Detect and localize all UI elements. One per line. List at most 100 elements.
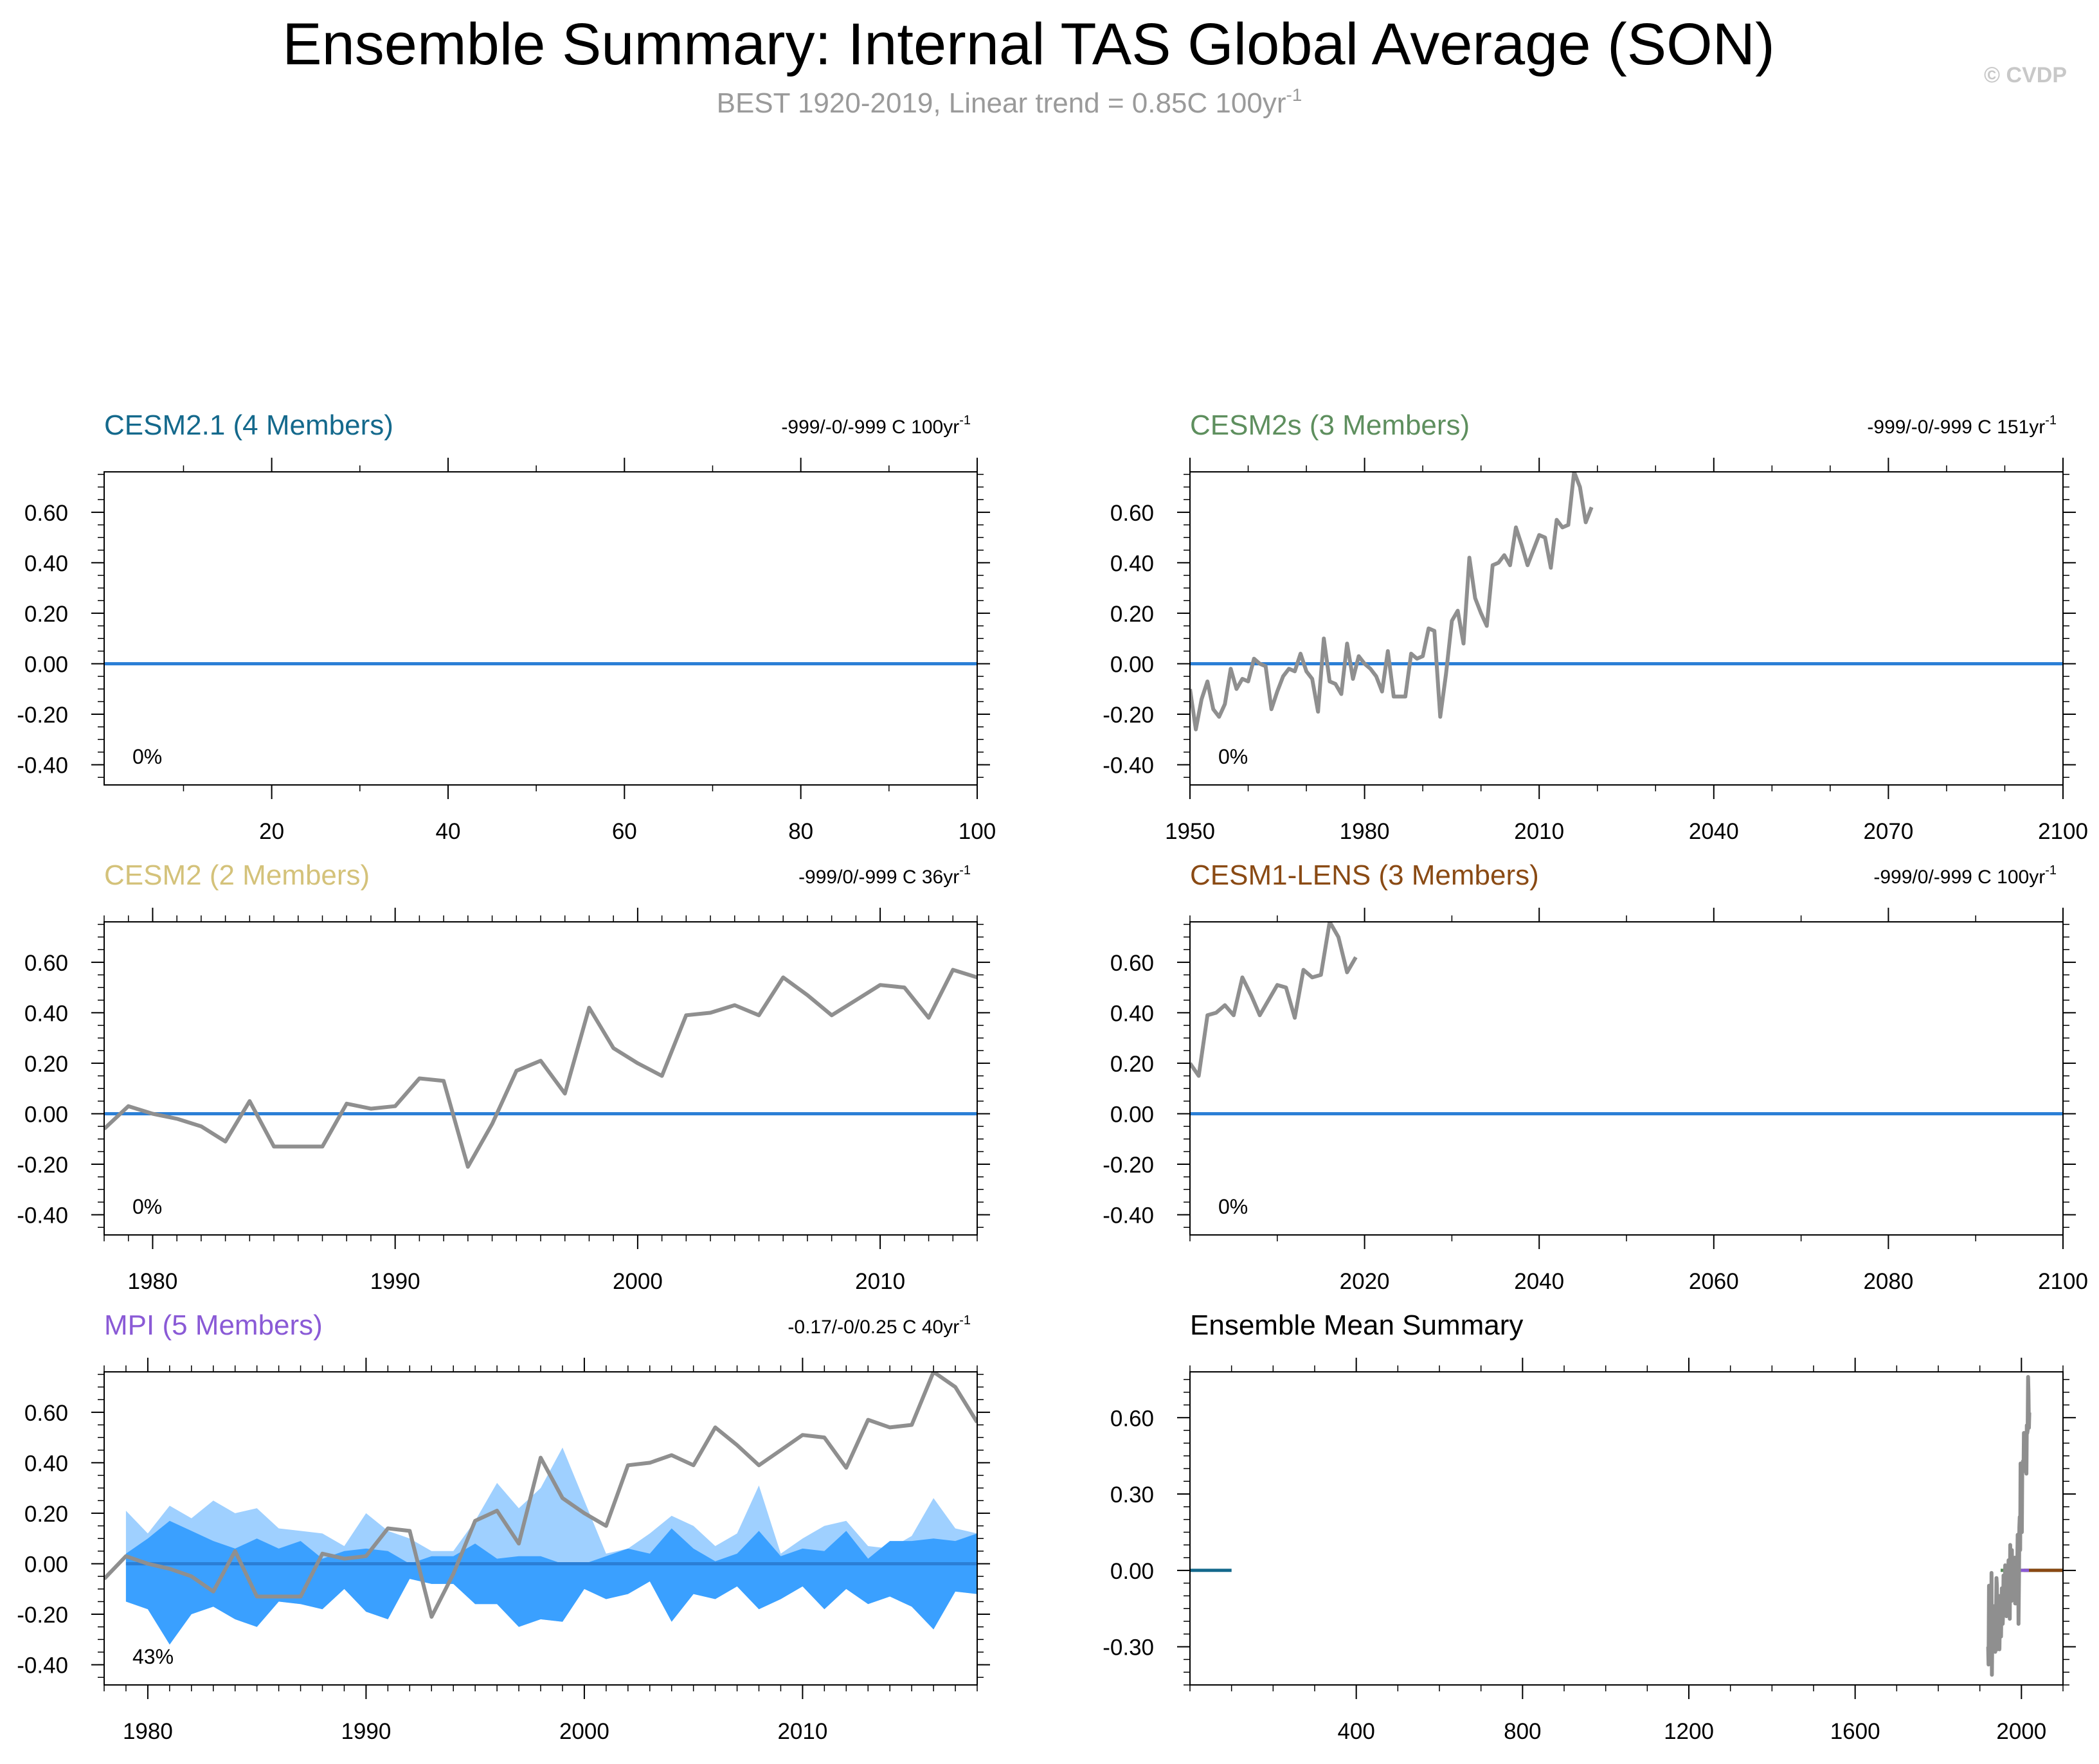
y-tick-label: -0.40 [1103,1203,1154,1228]
y-tick-label: 0.60 [1110,951,1154,976]
y-tick-label: 0.60 [24,951,68,976]
panel-6: Ensemble Mean Summary 0.60 0.30 0.00 -0.30 40… [1103,1310,2076,1744]
x-tick-label: 2040 [1689,819,1739,844]
panel-trend-label: -999/-0/-999 C 100yr-1 [781,413,971,438]
y-tick-label: -0.40 [17,1653,68,1679]
y-tick-label: 0.20 [24,1502,68,1527]
y-tick-label: -0.20 [1103,1153,1154,1178]
x-tick-label: 2000 [613,1269,663,1294]
panel-5: MPI (5 Members) -0.17/-0/0.25 C 40yr-1 0.6… [17,1310,990,1744]
plot-frame [104,471,978,786]
panel-percent-label: 0% [132,745,162,768]
plot-area [1190,922,2063,1115]
figure-subtitle: BEST 1920-2019, Linear trend = 0.85C 100… [717,85,1302,119]
x-tick-label: 2010 [777,1719,827,1744]
panel-trend-label: -999/0/-999 C 36yr-1 [798,863,971,888]
panel-trend-label: -999/-0/-999 C 151yr-1 [1867,413,2057,438]
panel-trend-text: -0.17/-0/0.25 C 40yr [788,1317,959,1338]
panel-percent-label: 0% [1218,1195,1248,1218]
y-tick-label: 0.00 [24,652,68,677]
panel-trend-sup: -1 [2045,863,2057,878]
obs-line [1190,472,1594,732]
spread-inner-band [125,1520,977,1645]
plot-area [1190,1374,2063,1677]
obs-line [104,968,977,1169]
y-tick-label: 0.60 [1110,1406,1154,1431]
y-tick-label: 0.60 [1110,501,1154,526]
x-tick-label: 2060 [1689,1269,1739,1294]
panel-percent-label: 0% [1218,745,1248,768]
y-tick-label: 0.40 [24,1451,68,1476]
panel-title: CESM2.1 (4 Members) [104,410,393,441]
panel-2: CESM2s (3 Members) -999/-0/-999 C 151yr-1… [1103,410,2088,844]
x-tick-label: 1600 [1830,1719,1880,1744]
y-tick-label: 0.40 [24,551,68,576]
y-tick-label: 0.20 [24,602,68,627]
x-tick-label: 2040 [1514,1269,1564,1294]
x-tick-label: 2000 [559,1719,609,1744]
panel-title: CESM2s (3 Members) [1190,410,1470,441]
plot-frame [1189,1371,2064,1686]
obs-line [1190,922,1358,1078]
panel-trend-sup: -1 [959,413,971,428]
x-tick-label: 1980 [128,1269,178,1294]
x-tick-label: 1200 [1664,1719,1714,1744]
panel-title: Ensemble Mean Summary [1190,1310,1523,1341]
y-tick-label: 0.00 [24,1552,68,1577]
panel-trend-text: -999/0/-999 C 100yr [1873,867,2045,888]
y-tick-label: 0.40 [1110,1001,1154,1026]
y-tick-label: -0.40 [1103,753,1154,779]
x-tick-label: 2100 [2038,819,2088,844]
copyright-label: © CVDP [1984,63,2067,87]
x-tick-label: 2010 [1514,819,1564,844]
y-tick-label: 0.40 [1110,551,1154,576]
y-tick-label: 0.20 [1110,1052,1154,1077]
panel-trend-label: -999/0/-999 C 100yr-1 [1873,863,2057,888]
panel-trend-label: -0.17/-0/0.25 C 40yr-1 [788,1313,971,1338]
y-tick-label: 0.00 [1110,1102,1154,1127]
x-tick-label: 20 [259,819,284,844]
panel-3: CESM2 (2 Members) -999/0/-999 C 36yr-1 0.6… [17,860,990,1294]
plot-area [1190,472,2063,732]
plot-area [104,1372,977,1645]
figure-subtitle-sup: -1 [1286,85,1302,105]
plot-area [104,968,977,1169]
plot-frame [104,921,978,1236]
x-tick-label: 1990 [341,1719,391,1744]
panel-4: CESM1-LENS (3 Members) -999/0/-999 C 100y… [1103,860,2088,1294]
panel-percent-label: 0% [132,1195,162,1218]
y-tick-label: -0.20 [17,703,68,728]
panel-trend-sup: -1 [959,863,971,878]
panel-title: MPI (5 Members) [104,1310,323,1341]
panel-1: CESM2.1 (4 Members) -999/-0/-999 C 100yr-… [17,410,996,844]
figure-subtitle-text: BEST 1920-2019, Linear trend = 0.85C 100… [717,87,1286,119]
x-tick-label: 1980 [1340,819,1390,844]
y-tick-label: -0.20 [17,1603,68,1628]
x-tick-label: 2000 [1996,1719,2046,1744]
figure-title: Ensemble Summary: Internal TAS Global Av… [282,12,1774,77]
panel-trend-sup: -1 [959,1313,971,1328]
x-tick-label: 800 [1504,1719,1541,1744]
y-tick-label: 0.20 [24,1052,68,1077]
panel-trend-text: -999/-0/-999 C 100yr [781,417,959,438]
x-tick-label: 2010 [855,1269,905,1294]
panel-title: CESM1-LENS (3 Members) [1190,860,1539,891]
obs-line [104,1372,977,1619]
y-tick-label: 0.40 [24,1001,68,1026]
y-tick-label: 0.60 [24,501,68,526]
y-tick-label: 0.00 [1110,1559,1154,1584]
x-tick-label: 1990 [370,1269,420,1294]
x-tick-label: 2080 [1863,1269,1913,1294]
x-tick-label: 80 [788,819,813,844]
x-tick-label: 1980 [123,1719,173,1744]
x-tick-label: 40 [436,819,461,844]
y-tick-label: -0.20 [1103,703,1154,728]
panel-trend-sup: -1 [2045,413,2057,428]
y-tick-label: 0.20 [1110,602,1154,627]
y-tick-label: 0.30 [1110,1482,1154,1508]
x-tick-label: 1950 [1165,819,1215,844]
x-tick-label: 100 [959,819,996,844]
x-tick-label: 60 [612,819,637,844]
panel-trend-text: -999/-0/-999 C 151yr [1867,417,2045,438]
